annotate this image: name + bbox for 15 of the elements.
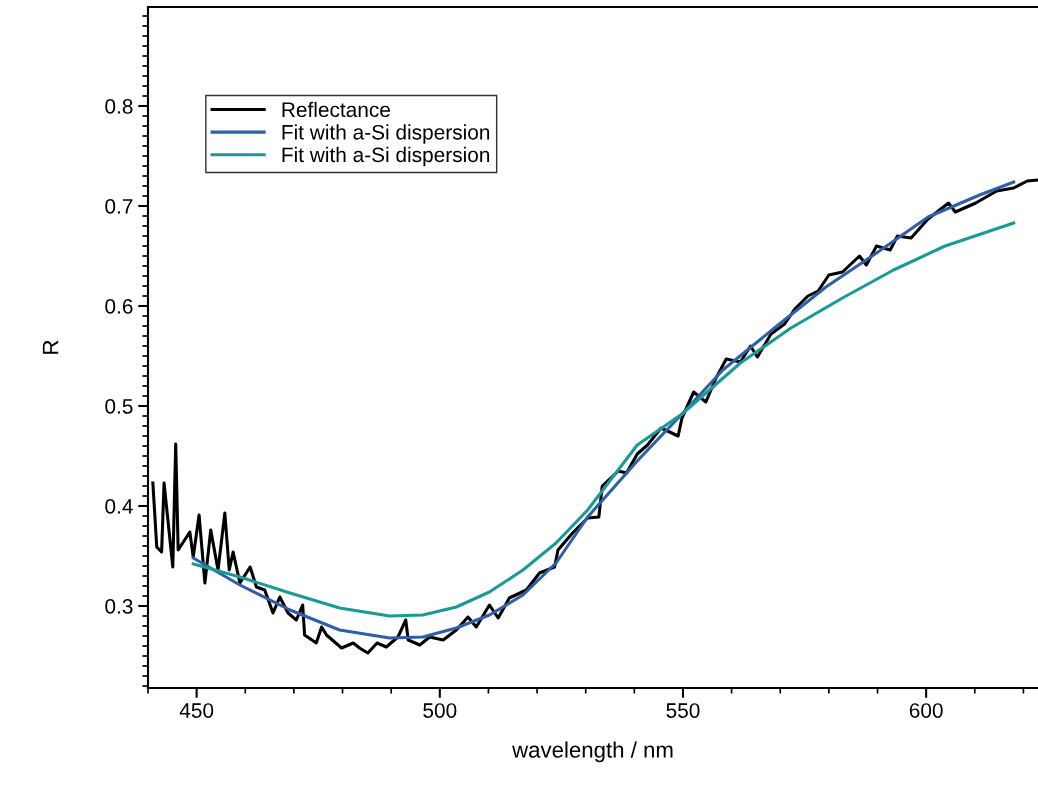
y-tick-label: 0.5 bbox=[105, 399, 133, 414]
x-axis-title: wavelength / nm bbox=[512, 741, 673, 763]
legend-label: Reflectance bbox=[282, 101, 390, 118]
x-tick-label: 600 bbox=[909, 703, 943, 718]
x-tick-label: 450 bbox=[179, 703, 214, 718]
y-tick-label: 0.7 bbox=[105, 199, 133, 214]
y-tick-label: 0.6 bbox=[105, 299, 133, 314]
y-tick-label: 0.4 bbox=[105, 499, 133, 514]
y-axis-title: R bbox=[42, 340, 59, 354]
y-tick-label: 0.3 bbox=[105, 599, 133, 614]
legend-label: Fit with a-Si dispersion bbox=[282, 124, 490, 144]
y-tick-label: 0.8 bbox=[105, 99, 133, 114]
legend-label: Fit with a-Si dispersion bbox=[282, 146, 490, 167]
x-tick-label: 500 bbox=[423, 703, 457, 718]
x-tick-label: 550 bbox=[666, 703, 700, 718]
